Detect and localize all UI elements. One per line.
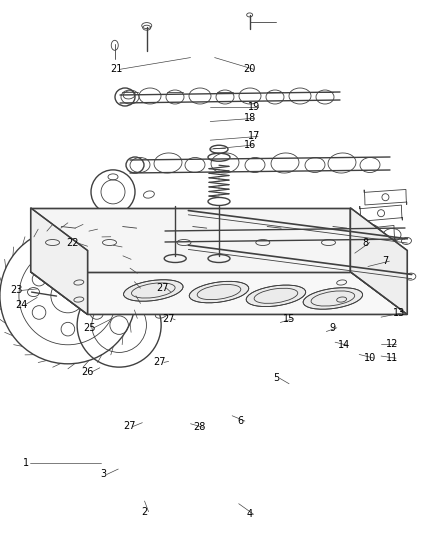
Polygon shape xyxy=(350,208,407,314)
Text: 16: 16 xyxy=(244,140,256,150)
Text: 3: 3 xyxy=(100,470,106,479)
Text: 24: 24 xyxy=(15,300,27,310)
Text: 6: 6 xyxy=(238,416,244,426)
Text: 19: 19 xyxy=(248,102,260,111)
Text: 28: 28 xyxy=(193,423,205,432)
Text: 20: 20 xyxy=(244,64,256,74)
Text: 21: 21 xyxy=(110,64,122,74)
Text: 10: 10 xyxy=(364,353,376,363)
Text: 5: 5 xyxy=(273,374,279,383)
Text: 8: 8 xyxy=(363,238,369,247)
Text: 12: 12 xyxy=(386,339,398,349)
Text: 15: 15 xyxy=(283,314,295,324)
Text: 27: 27 xyxy=(154,358,166,367)
Ellipse shape xyxy=(246,285,306,306)
Text: 23: 23 xyxy=(11,286,23,295)
Text: 27: 27 xyxy=(162,314,175,324)
Polygon shape xyxy=(31,272,407,314)
Text: 1: 1 xyxy=(23,458,29,467)
Text: 13: 13 xyxy=(392,308,405,318)
Text: 22: 22 xyxy=(66,238,78,247)
Text: 7: 7 xyxy=(382,256,389,266)
Text: 25: 25 xyxy=(84,323,96,333)
Text: 2: 2 xyxy=(141,507,148,516)
Text: 14: 14 xyxy=(338,341,350,350)
Polygon shape xyxy=(31,208,350,272)
Text: 17: 17 xyxy=(248,132,260,141)
Text: 11: 11 xyxy=(386,353,398,363)
Ellipse shape xyxy=(303,288,363,309)
Text: 18: 18 xyxy=(244,114,256,123)
Text: 9: 9 xyxy=(330,323,336,333)
Ellipse shape xyxy=(189,281,249,303)
Text: 27: 27 xyxy=(156,283,168,293)
Ellipse shape xyxy=(124,280,183,301)
Polygon shape xyxy=(31,208,88,314)
Text: 26: 26 xyxy=(81,367,94,377)
Text: 4: 4 xyxy=(247,510,253,519)
Text: 27: 27 xyxy=(123,422,135,431)
